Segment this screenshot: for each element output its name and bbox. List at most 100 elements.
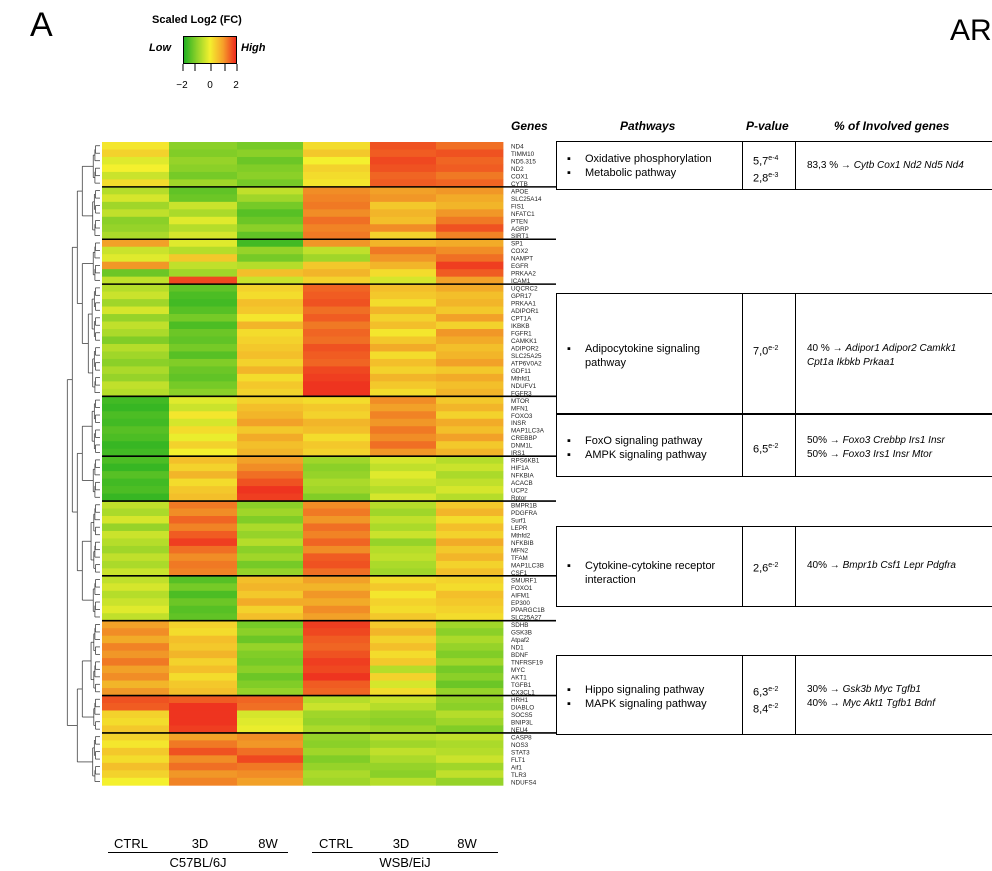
heatmap-cell-ND2-5 [436,164,504,173]
heatmap-cell-COX1-4 [370,171,437,180]
heatmap-cell-CAMKK1-3 [303,336,371,345]
heatmap-cell-EP300-2 [237,598,304,607]
pvalue-cell [742,527,796,606]
heatmap-cell-FOXO3-4 [370,411,437,420]
heatmap-cell-NFKBIB-2 [237,538,304,547]
heatmap-cell-COX1-0 [102,171,170,180]
heatmap-cell-GDF11-5 [436,366,504,375]
heatmap-cell-AGRP-2 [237,224,304,233]
heatmap-cell-GSK3B-5 [436,628,504,637]
heatmap-cell-STAT3-5 [436,747,504,756]
heatmap-cell-IKBKB-1 [169,321,238,330]
heatmap-cell-CPT1A-0 [102,314,170,322]
heatmap-cell-SLC25A25-3 [303,351,371,360]
heatmap-cell-SP1-2 [237,239,304,248]
heatmap-cell-BNIP3L-5 [436,717,504,726]
gene-label: FLT1 [511,757,526,764]
heatmap-cell-SOCS5-3 [303,710,371,719]
heatmap-cell-SLC25A14-5 [436,194,504,203]
heatmap-cell-TLR3-5 [436,770,504,779]
pathway-name: AMPK signaling pathway [567,448,707,462]
heatmap-cell-UQCRC2-0 [102,284,170,292]
heatmap-cell-SLC25A27-5 [436,613,504,622]
heatmap-cell-AGRP-4 [370,224,437,233]
gene-label: COX2 [511,248,529,255]
heatmap-cell-CPT1A-1 [169,314,238,322]
header-percent: % of Involved genes [834,119,950,133]
heatmap-cell-ND5.315-3 [303,156,371,165]
gene-label: SLC25A27 [511,615,542,622]
gene-label: NOS3 [511,742,529,749]
heatmap-cell-EGFR-2 [237,261,304,270]
heatmap-cell-GPR17-4 [370,291,437,300]
pathway-name: MAPK signaling pathway [567,697,707,711]
heatmap-cell-NEU4-4 [370,725,437,734]
heatmap-cell-Mthfd1-3 [303,373,371,382]
heatmap-cell-NAMPT-5 [436,254,504,263]
pvalue-cell [742,142,796,189]
heatmap-cell-ATP6V0A2-5 [436,358,504,367]
heatmap-cell-TLR3-2 [237,770,304,779]
heatmap-cell-ND2-4 [370,164,437,173]
heatmap-cell-CREBBP-4 [370,433,437,442]
heatmap-cell-CX3CL1-0 [102,688,170,696]
heatmap-cell-ND1-0 [102,643,170,652]
gene-label: CSF1 [511,570,528,577]
heatmap-cell-NOS3-3 [303,740,371,749]
heatmap-cell-GDF11-4 [370,366,437,375]
heatmap-cell-FOXO1-1 [169,583,238,592]
heatmap-cell-TIMM10-0 [102,149,170,158]
heatmap-cell-SLC25A27-4 [370,613,437,622]
heatmap-cell-PRKAA1-4 [370,299,437,307]
heatmap-cell-AGRP-5 [436,224,504,233]
column-label-c57-3d: 3D [191,836,209,851]
heatmap-cell-FOXO3-5 [436,411,504,420]
gene-label: EP300 [511,600,530,607]
heatmap-cell-MFN2-4 [370,545,437,554]
heatmap-cell-NAMPT-4 [370,254,437,263]
heatmap-cell-MAP1LC3B-0 [102,560,170,569]
heatmap-cell-CX3CL1-1 [169,688,238,696]
heatmap-cell-ATP6V0A2-1 [169,358,238,367]
heatmap-cell-ND1-2 [237,643,304,652]
gene-label: ADIPOR2 [511,345,539,352]
heatmap-cell-FOXO1-2 [237,583,304,592]
heatmap-cell-Aif1-5 [436,762,504,771]
legend-low-label: Low [149,42,171,54]
heatmap-cell-RPS6KB1-3 [303,456,371,465]
heatmap-cell-ADIPOR1-4 [370,306,437,315]
gene-label: MAP1LC3B [511,562,544,569]
gene-label: MYC [511,667,525,674]
heatmap-cell-MFN2-1 [169,545,238,554]
heatmap-cell-Rptor-4 [370,493,437,502]
heatmap-cell-TFAM-0 [102,553,170,562]
heatmap-cell-PDGFRA-4 [370,508,437,517]
heatmap-cell-ICAM1-0 [102,276,170,285]
heatmap-cell-Mthfd1-4 [370,373,437,382]
heatmap-cell-FGFR1-1 [169,329,238,337]
heatmap-cell-CPT1A-4 [370,314,437,322]
heatmap-cell-ADIPOR1-0 [102,306,170,315]
heatmap-cell-FLT1-4 [370,755,437,764]
heatmap-cell-NDUFV1-1 [169,381,238,390]
heatmap-cell-AGRP-0 [102,224,170,233]
heatmap-cell-Mthfd2-2 [237,530,304,539]
heatmap-cell-COX2-2 [237,246,304,255]
pathway-name: Adipocytokine signaling [567,342,700,356]
heatmap-cell-INSR-3 [303,418,371,427]
gene-label: PPARGC1B [511,607,545,614]
heatmap-cell-BMPR1B-1 [169,501,238,509]
heatmap-cell-SOCS5-4 [370,710,437,719]
heatmap-cell-SP1-4 [370,239,437,248]
heatmap-cell-SLC25A27-3 [303,613,371,622]
gene-label: AIFM1 [511,592,530,599]
heatmap-cell-MFN1-2 [237,403,304,412]
heatmap-cell-UCP2-0 [102,486,170,494]
heatmap-cell-PPARGC1B-0 [102,605,170,614]
gene-label: FOXO1 [511,585,533,592]
heatmap-cell-GSK3B-1 [169,628,238,637]
gene-label: MFN2 [511,547,529,554]
pathway-name: Hippo signaling pathway [567,683,707,697]
heatmap-cell-CAMKK1-5 [436,336,504,345]
heatmap-cell-AIFM1-3 [303,590,371,599]
